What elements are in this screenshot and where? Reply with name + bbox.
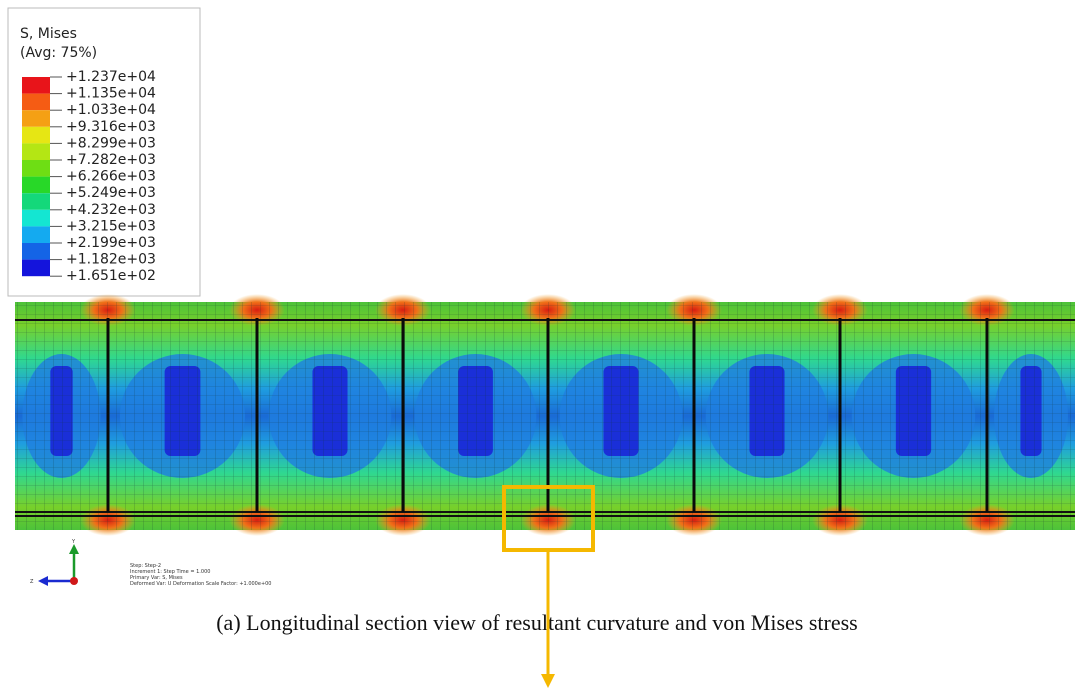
- legend-swatch: [22, 77, 50, 94]
- legend-swatch: [22, 243, 50, 260]
- legend-swatch: [22, 177, 50, 194]
- contour-field: [15, 294, 1075, 536]
- caption: (a) Longitudinal section view of resulta…: [216, 610, 858, 635]
- legend-label: +4.232e+03: [66, 202, 156, 218]
- triad-z-head: [38, 576, 48, 586]
- legend-label: +9.316e+03: [66, 119, 156, 135]
- legend-label: +7.282e+03: [66, 152, 156, 168]
- legend-label: +3.215e+03: [66, 218, 156, 234]
- arrow-head: [541, 674, 555, 688]
- legend-swatch: [22, 143, 50, 160]
- mesh: [15, 302, 1075, 530]
- legend-swatch: [22, 160, 50, 177]
- legend-label: +2.199e+03: [66, 235, 156, 251]
- triad-y-label: Y: [71, 539, 76, 545]
- legend-label: +1.237e+04: [66, 69, 156, 85]
- legend-label: +1.651e+02: [66, 268, 156, 284]
- triad-y-head: [69, 544, 79, 554]
- legend-swatch: [22, 260, 50, 277]
- legend-subtitle: (Avg: 75%): [20, 45, 97, 61]
- legend-label: +1.033e+04: [66, 102, 156, 118]
- legend-title: S, Mises: [20, 26, 77, 42]
- legend-label: +5.249e+03: [66, 185, 156, 201]
- legend-label: +1.182e+03: [66, 252, 156, 268]
- legend-swatch: [22, 94, 50, 111]
- legend-label: +1.135e+04: [66, 86, 156, 102]
- legend-label: +6.266e+03: [66, 169, 156, 185]
- triad-origin: [70, 577, 78, 585]
- legend-swatch: [22, 193, 50, 210]
- legend-swatch: [22, 127, 50, 144]
- legend-swatch: [22, 226, 50, 243]
- step-info: Deformed Var: U Deformation Scale Factor…: [130, 581, 272, 587]
- legend-swatch: [22, 110, 50, 127]
- legend-label: +8.299e+03: [66, 135, 156, 151]
- legend-swatch: [22, 210, 50, 227]
- page: S, Mises (Avg: 75%) (a) Longitudinal sec…: [0, 0, 1075, 691]
- triad-z-label: Z: [30, 579, 34, 585]
